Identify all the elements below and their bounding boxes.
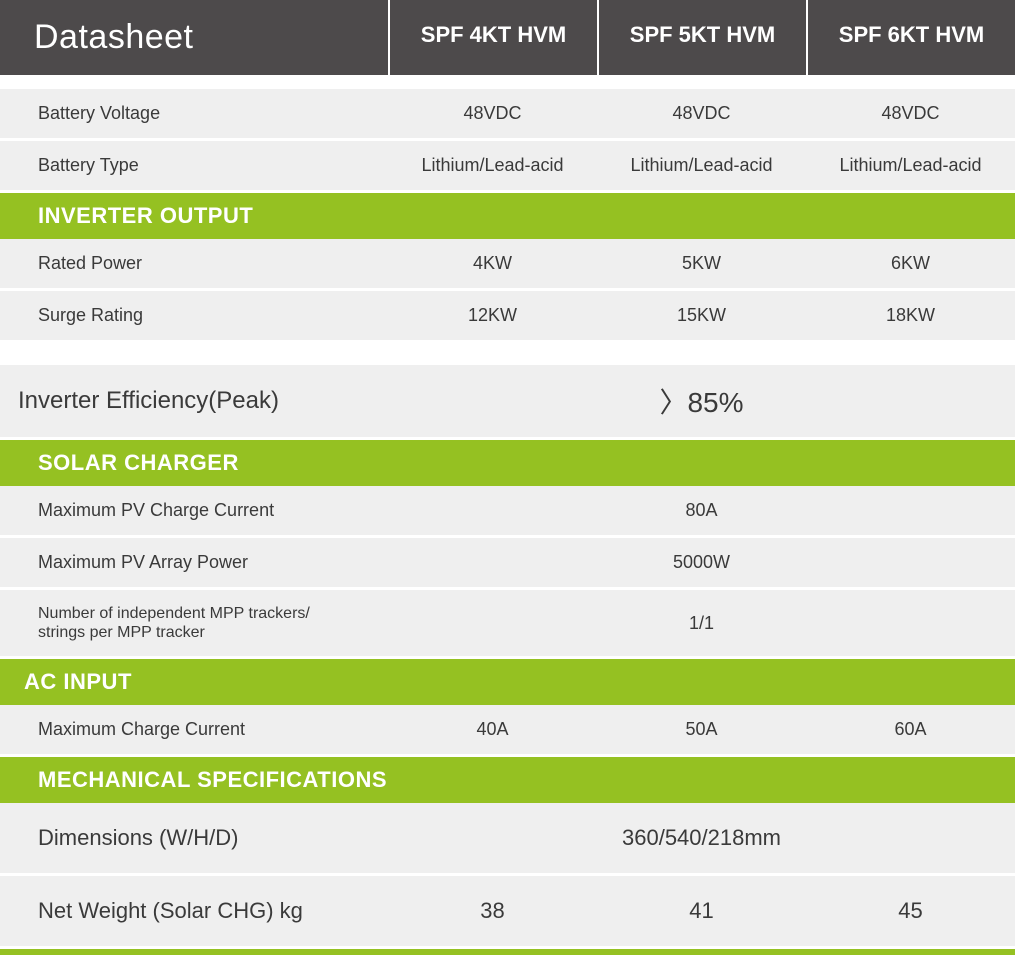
val-sr-2: 15KW bbox=[597, 291, 806, 340]
val-max-pv-current: 80A bbox=[388, 486, 1015, 535]
row-battery-voltage: Battery Voltage 48VDC 48VDC 48VDC bbox=[0, 89, 1015, 141]
row-max-charge-current: Maximum Charge Current 40A 50A 60A bbox=[0, 705, 1015, 757]
label-max-pv-current: Maximum PV Charge Current bbox=[0, 486, 388, 535]
label-surge-rating: Surge Rating bbox=[0, 291, 388, 340]
row-battery-type: Battery Type Lithium/Lead-acid Lithium/L… bbox=[0, 141, 1015, 193]
row-dimensions: Dimensions (W/H/D) 360/540/218mm bbox=[0, 803, 1015, 876]
val-wt-2: 41 bbox=[597, 876, 806, 946]
label-max-pv-array: Maximum PV Array Power bbox=[0, 538, 388, 587]
section-mechanical: MECHANICAL SPECIFICATIONS bbox=[0, 757, 1015, 803]
row-mpp-trackers: Number of independent MPP trackers/ stri… bbox=[0, 590, 1015, 659]
bottom-accent-bar bbox=[0, 949, 1015, 955]
val-sr-3: 18KW bbox=[806, 291, 1015, 340]
row-net-weight: Net Weight (Solar CHG) kg 38 41 45 bbox=[0, 876, 1015, 949]
section-ac-input: AC INPUT bbox=[0, 659, 1015, 705]
val-bv-3: 48VDC bbox=[806, 89, 1015, 138]
val-bt-2: Lithium/Lead-acid bbox=[597, 141, 806, 190]
val-rp-3: 6KW bbox=[806, 239, 1015, 288]
val-wt-1: 38 bbox=[388, 876, 597, 946]
val-max-pv-array: 5000W bbox=[388, 538, 1015, 587]
section-inverter-output: INVERTER OUTPUT bbox=[0, 193, 1015, 239]
label-rated-power: Rated Power bbox=[0, 239, 388, 288]
label-max-charge-current: Maximum Charge Current bbox=[0, 705, 388, 754]
val-mc-1: 40A bbox=[388, 705, 597, 754]
val-wt-3: 45 bbox=[806, 876, 1015, 946]
row-efficiency: Inverter Efficiency(Peak) 〉85% bbox=[0, 365, 1015, 440]
val-rp-2: 5KW bbox=[597, 239, 806, 288]
row-surge-rating: Surge Rating 12KW 15KW 18KW bbox=[0, 291, 1015, 343]
model-col-2: SPF 5KT HVM bbox=[597, 0, 806, 75]
row-max-pv-array: Maximum PV Array Power 5000W bbox=[0, 538, 1015, 590]
row-max-pv-current: Maximum PV Charge Current 80A bbox=[0, 486, 1015, 538]
val-mc-3: 60A bbox=[806, 705, 1015, 754]
label-efficiency: Inverter Efficiency(Peak) bbox=[0, 365, 388, 437]
val-bt-3: Lithium/Lead-acid bbox=[806, 141, 1015, 190]
label-mpp-trackers: Number of independent MPP trackers/ stri… bbox=[0, 590, 388, 656]
model-col-1: SPF 4KT HVM bbox=[388, 0, 597, 75]
label-dimensions: Dimensions (W/H/D) bbox=[0, 803, 388, 873]
model-col-3: SPF 6KT HVM bbox=[806, 0, 1015, 75]
val-sr-1: 12KW bbox=[388, 291, 597, 340]
val-efficiency: 〉85% bbox=[388, 365, 1015, 437]
val-bv-1: 48VDC bbox=[388, 89, 597, 138]
val-mpp-trackers: 1/1 bbox=[388, 590, 1015, 656]
val-mc-2: 50A bbox=[597, 705, 806, 754]
row-rated-power: Rated Power 4KW 5KW 6KW bbox=[0, 239, 1015, 291]
section-solar-charger: SOLAR CHARGER bbox=[0, 440, 1015, 486]
val-dimensions: 360/540/218mm bbox=[388, 803, 1015, 873]
label-net-weight: Net Weight (Solar CHG) kg bbox=[0, 876, 388, 946]
table-header: Datasheet SPF 4KT HVM SPF 5KT HVM SPF 6K… bbox=[0, 0, 1015, 75]
val-bt-1: Lithium/Lead-acid bbox=[388, 141, 597, 190]
datasheet-title: Datasheet bbox=[0, 0, 388, 75]
label-battery-voltage: Battery Voltage bbox=[0, 89, 388, 138]
val-bv-2: 48VDC bbox=[597, 89, 806, 138]
val-rp-1: 4KW bbox=[388, 239, 597, 288]
label-battery-type: Battery Type bbox=[0, 141, 388, 190]
